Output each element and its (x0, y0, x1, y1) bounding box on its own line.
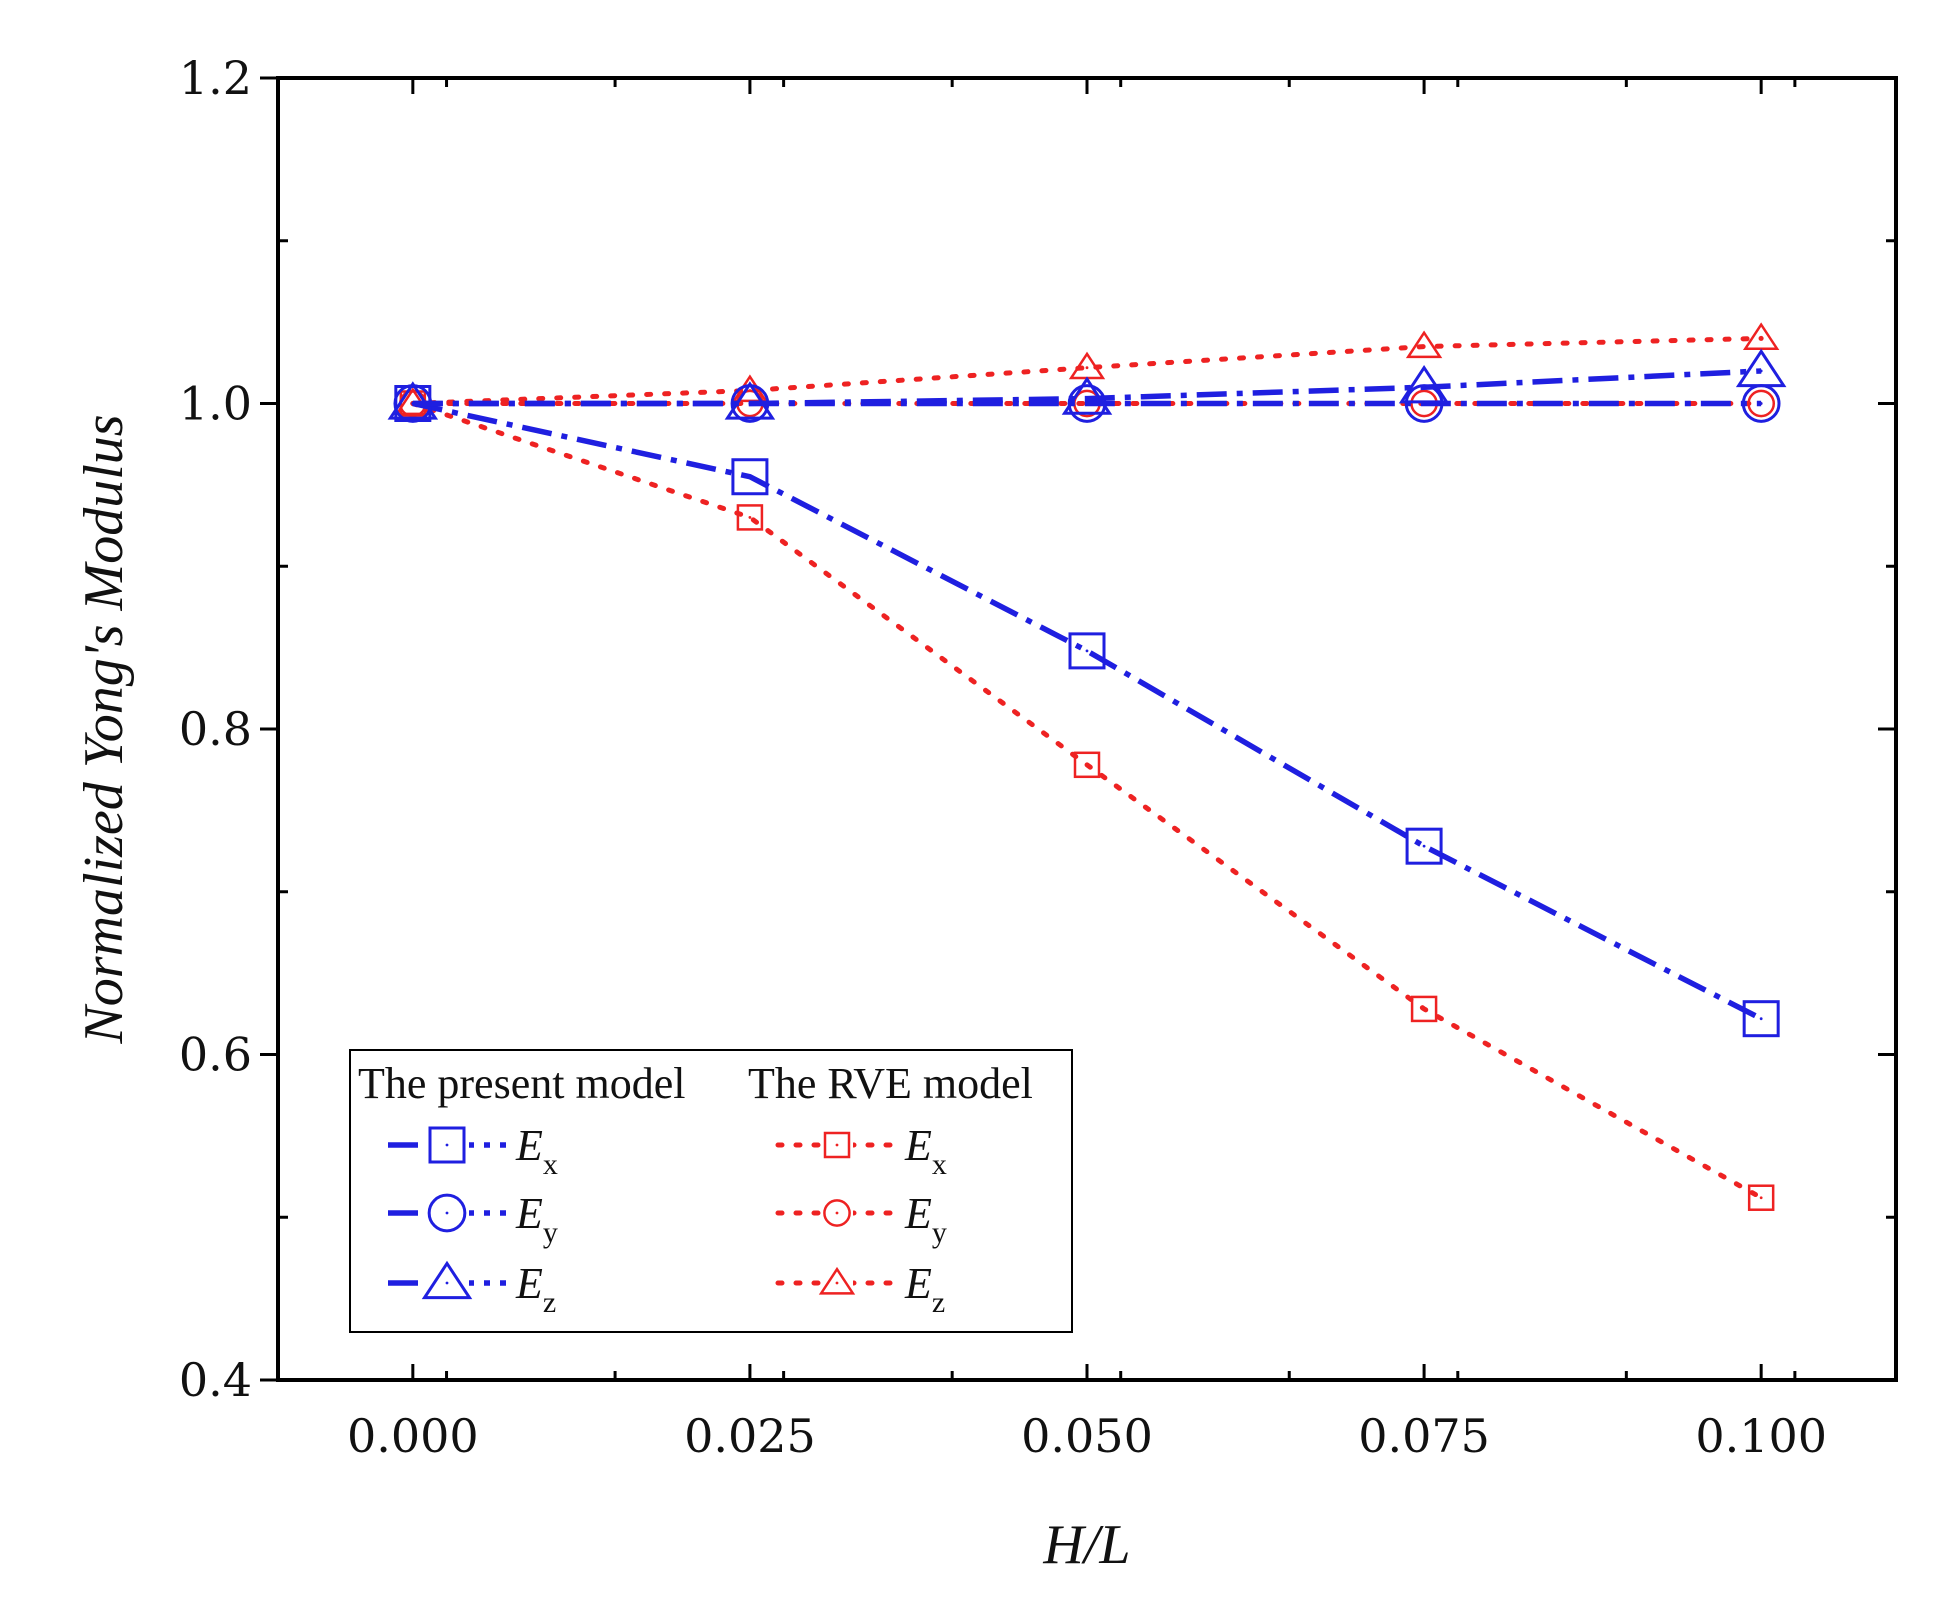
legend-label-subscript: y (543, 1216, 558, 1249)
series-present-x (394, 385, 1780, 1038)
y-tick-label: 0.8 (179, 702, 252, 756)
series-group (387, 322, 1787, 1211)
data-point (1405, 330, 1443, 359)
data-point-center-dot (1759, 337, 1763, 340)
x-tick-label: 0.075 (1358, 1409, 1490, 1463)
axis-ticks: 0.000 0.025 0.050 0.075 0.100 0.4 0.6 0.8 1.0 1.2 (179, 51, 1896, 1463)
data-point (1398, 364, 1450, 404)
data-point (731, 458, 769, 496)
y-tick-label: 0.6 (179, 1028, 252, 1082)
data-point (1073, 751, 1101, 779)
legend-group-rve: The RVE model (748, 1059, 1033, 1108)
legend-group-present: The present model (358, 1059, 685, 1108)
series-present-z (387, 348, 1787, 420)
legend-marker-center-dot (835, 1211, 839, 1215)
legend-label-subscript: z (543, 1286, 556, 1319)
legend-label: Ez (904, 1259, 945, 1319)
data-point-center-dot (748, 402, 752, 405)
legend: The present model The RVE model ExEyEzEx… (349, 1049, 1073, 1333)
data-point (1735, 348, 1787, 388)
y-tick-label: 0.4 (179, 1353, 252, 1407)
legend-label: Ey (515, 1189, 558, 1249)
legend-label: Ex (515, 1121, 558, 1181)
legend-marker-center-dot (445, 1143, 449, 1147)
legend-label-symbol: E (515, 1189, 543, 1238)
legend-marker-center-dot (835, 1281, 839, 1285)
x-tick-label: 0.000 (347, 1409, 479, 1463)
data-point-center-dot (1422, 844, 1426, 848)
data-point-center-dot (1085, 763, 1089, 767)
legend-label-subscript: y (932, 1216, 947, 1249)
data-point-center-dot (748, 516, 752, 519)
data-point (387, 381, 439, 420)
legend-label-symbol: E (515, 1121, 543, 1170)
legend-marker (818, 1266, 856, 1295)
data-point-center-dot (1085, 649, 1089, 653)
y-tick-label: 1.0 (179, 377, 252, 431)
legend-marker-center-dot (445, 1211, 449, 1215)
legend-entry-present-z: Ez (388, 1259, 556, 1319)
legend-marker (427, 1193, 467, 1233)
legend-label: Ex (904, 1121, 947, 1181)
data-point-center-dot (1759, 1196, 1763, 1200)
legend-label: Ez (515, 1259, 556, 1319)
data-point-center-dot (1759, 369, 1763, 373)
legend-marker (823, 1131, 851, 1159)
legend-entry-present-x: Ex (388, 1121, 558, 1181)
data-point-center-dot (1759, 402, 1763, 405)
series-line (410, 335, 1764, 406)
data-point-center-dot (1422, 345, 1426, 348)
legend-entry-present-y: Ey (388, 1189, 558, 1249)
legend-label-subscript: x (543, 1148, 558, 1181)
legend-label-subscript: z (932, 1286, 945, 1319)
legend-marker (823, 1199, 851, 1227)
y-axis-title: Normalized Yong's Modulus (73, 414, 135, 1044)
data-point (736, 504, 764, 531)
legend-marker (428, 1126, 466, 1164)
x-tick-label: 0.050 (1021, 1409, 1153, 1463)
data-point (1742, 1000, 1780, 1038)
data-point-center-dot (1422, 1007, 1426, 1011)
legend-marker-center-dot (445, 1281, 449, 1285)
data-point-center-dot (1759, 1017, 1763, 1021)
data-point (1061, 376, 1113, 415)
data-point (724, 381, 776, 420)
x-axis-title: H/L (1042, 1514, 1130, 1576)
x-tick-label: 0.025 (684, 1409, 816, 1463)
data-point (1747, 389, 1776, 418)
data-point-center-dot (1085, 366, 1089, 370)
legend-marker-center-dot (835, 1143, 839, 1147)
legend-label-symbol: E (904, 1121, 932, 1170)
data-point-center-dot (1085, 397, 1089, 401)
data-point-center-dot (1085, 402, 1089, 405)
data-point (1068, 632, 1106, 670)
data-point (1410, 995, 1438, 1023)
data-point-center-dot (1422, 385, 1426, 389)
legend-label: Ey (904, 1189, 947, 1249)
series-line (412, 400, 1763, 1022)
legend-marker (421, 1260, 473, 1300)
legend-label-symbol: E (515, 1259, 543, 1308)
data-point-center-dot (748, 389, 752, 392)
data-point-center-dot (748, 475, 752, 479)
legend-label-symbol: E (904, 1259, 932, 1308)
x-tick-label: 0.100 (1695, 1409, 1827, 1463)
data-point (1747, 1184, 1775, 1211)
legend-entry-rve-y: Ey (775, 1189, 947, 1249)
legend-label-subscript: x (932, 1148, 947, 1181)
legend-entry-rve-x: Ex (775, 1121, 947, 1181)
data-point-center-dot (411, 402, 415, 405)
legend-label-symbol: E (904, 1189, 932, 1238)
y-tick-label: 1.2 (179, 51, 252, 105)
legend-entry-rve-z: Ez (775, 1259, 945, 1319)
data-point (1405, 827, 1443, 865)
